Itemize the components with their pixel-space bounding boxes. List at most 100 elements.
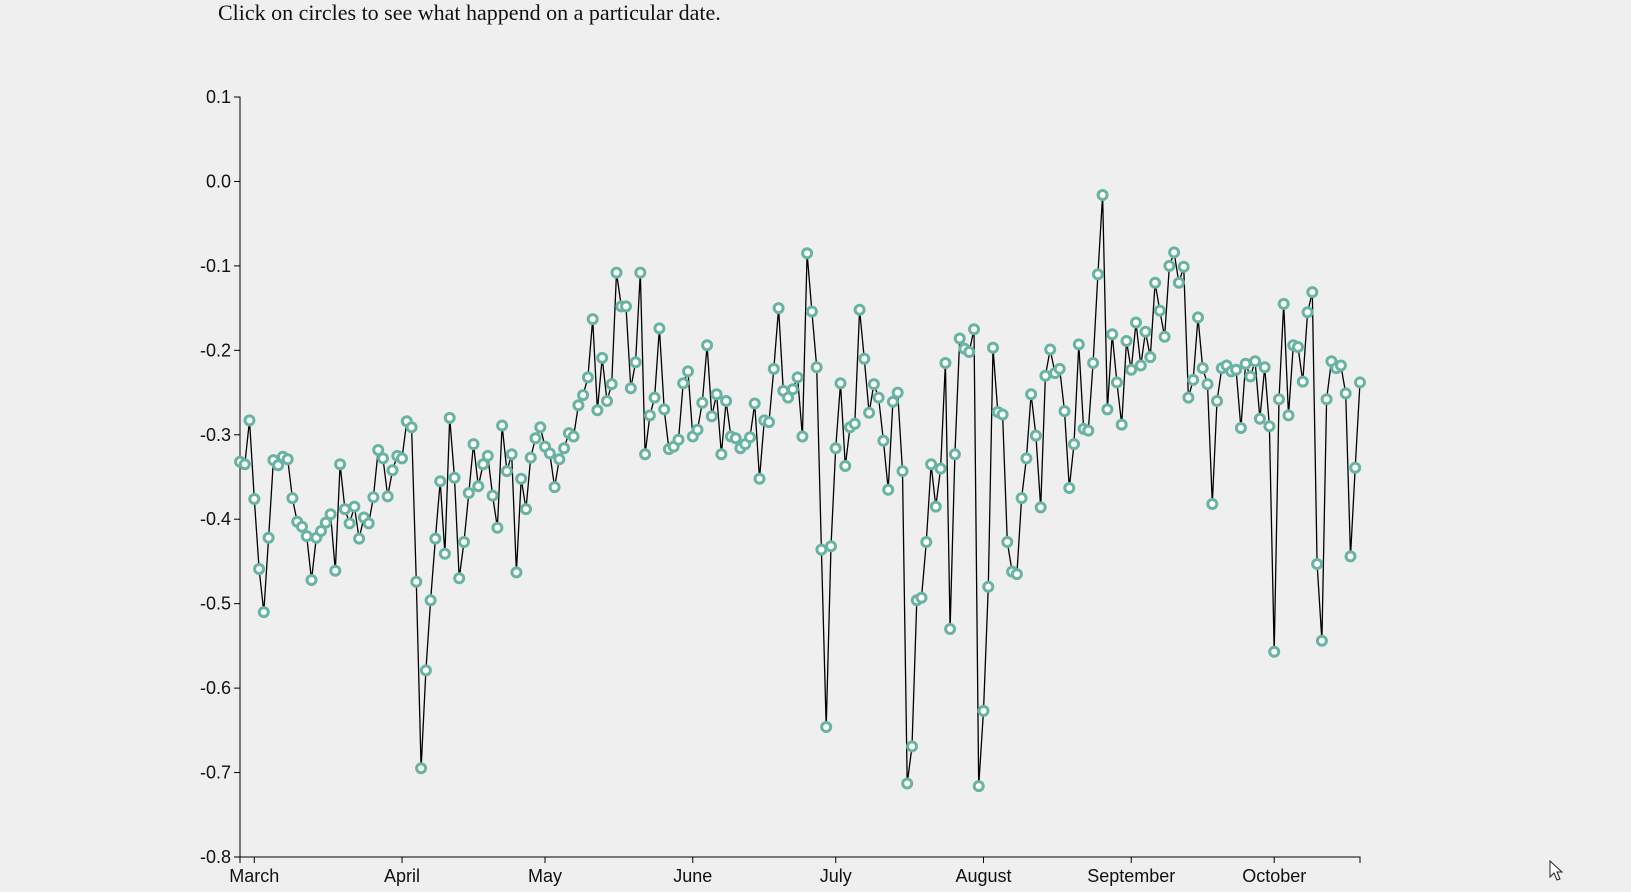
data-point[interactable]	[353, 532, 366, 545]
data-point[interactable]	[796, 430, 809, 443]
data-point[interactable]	[1230, 363, 1243, 376]
data-point[interactable]	[548, 481, 561, 494]
data-point[interactable]	[882, 483, 895, 496]
data-point[interactable]	[815, 543, 828, 556]
data-point[interactable]	[453, 572, 466, 585]
data-point[interactable]	[338, 503, 351, 516]
data-point[interactable]	[772, 302, 785, 315]
data-point[interactable]	[248, 493, 261, 505]
data-point[interactable]	[553, 453, 566, 466]
data-point[interactable]	[1163, 259, 1176, 272]
data-point[interactable]	[591, 404, 604, 417]
data-point[interactable]	[1282, 409, 1295, 422]
data-point[interactable]	[257, 606, 270, 619]
data-point[interactable]	[720, 395, 733, 407]
data-point[interactable]	[658, 403, 671, 416]
data-point[interactable]	[634, 266, 647, 279]
data-point[interactable]	[586, 313, 599, 326]
data-point[interactable]	[1015, 492, 1028, 505]
data-point[interactable]	[1206, 498, 1219, 510]
data-point[interactable]	[1125, 363, 1138, 376]
data-point[interactable]	[748, 397, 761, 410]
data-point[interactable]	[829, 442, 842, 455]
data-point[interactable]	[329, 564, 342, 577]
data-point[interactable]	[443, 411, 456, 424]
data-point[interactable]	[934, 462, 947, 475]
data-point[interactable]	[1172, 276, 1185, 289]
data-point[interactable]	[886, 395, 899, 408]
data-point[interactable]	[901, 777, 914, 790]
data-point[interactable]	[682, 365, 694, 378]
data-point[interactable]	[906, 740, 918, 753]
data-point[interactable]	[1315, 634, 1328, 647]
data-point[interactable]	[996, 408, 1009, 421]
data-point[interactable]	[472, 480, 485, 493]
data-point[interactable]	[1253, 412, 1266, 425]
data-point[interactable]	[424, 594, 437, 607]
data-point[interactable]	[1234, 422, 1247, 434]
data-point[interactable]	[1196, 362, 1209, 375]
data-point[interactable]	[415, 762, 428, 775]
data-point[interactable]	[438, 547, 451, 560]
data-point[interactable]	[705, 410, 718, 423]
data-point[interactable]	[343, 517, 356, 530]
data-point[interactable]	[867, 378, 880, 391]
data-point[interactable]	[1187, 373, 1200, 386]
data-point[interactable]	[982, 580, 995, 593]
data-point[interactable]	[948, 448, 961, 461]
data-point[interactable]	[1010, 568, 1023, 581]
data-point[interactable]	[386, 464, 399, 477]
data-point[interactable]	[1349, 461, 1362, 474]
data-point[interactable]	[486, 489, 499, 502]
data-point[interactable]	[305, 574, 318, 586]
data-point[interactable]	[1072, 338, 1085, 351]
data-point[interactable]	[1082, 424, 1095, 437]
data-point[interactable]	[639, 448, 652, 461]
data-point[interactable]	[710, 388, 723, 401]
data-point[interactable]	[891, 386, 904, 399]
data-point[interactable]	[744, 431, 756, 444]
data-point[interactable]	[767, 362, 780, 375]
data-point[interactable]	[1039, 369, 1052, 382]
data-point[interactable]	[848, 417, 861, 430]
data-point[interactable]	[972, 780, 985, 793]
data-point[interactable]	[348, 500, 361, 513]
data-point[interactable]	[915, 591, 928, 604]
data-point[interactable]	[944, 623, 957, 635]
data-point[interactable]	[1182, 391, 1195, 404]
data-point[interactable]	[877, 434, 890, 447]
data-point[interactable]	[648, 391, 661, 404]
data-point[interactable]	[1239, 357, 1252, 370]
data-point[interactable]	[272, 459, 285, 472]
data-point[interactable]	[1025, 388, 1038, 401]
data-point[interactable]	[696, 396, 709, 409]
data-point[interactable]	[281, 453, 294, 466]
data-point[interactable]	[467, 438, 480, 451]
data-point[interactable]	[810, 361, 823, 374]
data-point[interactable]	[520, 503, 532, 516]
data-point[interactable]	[1258, 361, 1271, 374]
data-point[interactable]	[462, 487, 475, 499]
data-point[interactable]	[610, 266, 623, 279]
data-point[interactable]	[319, 516, 332, 529]
data-point[interactable]	[1029, 429, 1042, 442]
data-point[interactable]	[381, 490, 394, 503]
data-point[interactable]	[300, 530, 313, 543]
data-point[interactable]	[238, 458, 251, 471]
data-point[interactable]	[524, 451, 537, 464]
data-point[interactable]	[1292, 341, 1304, 353]
data-point[interactable]	[477, 458, 490, 471]
data-point[interactable]	[1168, 246, 1181, 259]
data-point[interactable]	[1106, 328, 1119, 341]
data-point[interactable]	[500, 465, 513, 478]
data-point[interactable]	[1201, 378, 1214, 391]
data-point[interactable]	[863, 406, 876, 419]
data-point[interactable]	[1134, 359, 1147, 372]
data-point[interactable]	[1354, 376, 1366, 389]
data-point[interactable]	[1034, 501, 1047, 514]
data-point[interactable]	[653, 322, 666, 335]
data-point[interactable]	[596, 351, 609, 364]
data-point[interactable]	[448, 471, 461, 484]
data-point[interactable]	[920, 536, 933, 548]
data-point[interactable]	[1115, 418, 1128, 431]
